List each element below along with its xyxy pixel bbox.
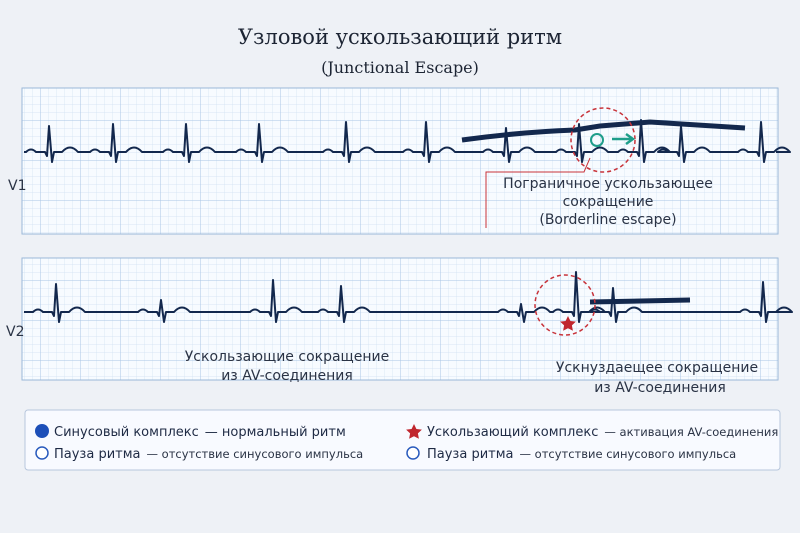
legend-term: Пауза ритма — [427, 447, 514, 462]
baseline-artifact — [589, 297, 691, 305]
highlight-circle — [534, 274, 596, 336]
legend-icon — [35, 424, 49, 438]
legend-icon — [406, 424, 422, 439]
legend-desc: — отсутствие синусового импульса — [520, 447, 737, 461]
legend-item: Пауза ритма — отсутствие синусового импул… — [54, 447, 363, 462]
strip-grid — [21, 257, 779, 381]
highlight-circle — [570, 107, 636, 173]
strip-grid — [21, 87, 779, 235]
legend-term: Ускользающий комплекс — [427, 425, 598, 440]
legend-desc: — нормальный ритм — [205, 425, 346, 440]
annotation: из AV-соединения — [594, 380, 726, 396]
legend-item: Пауза ритма — отсутствие синусового импул… — [427, 447, 736, 462]
legend-item: Ускользающий комплекс — активация AV-соед… — [427, 425, 778, 440]
legend-icon — [35, 446, 49, 460]
lead-label: V1 — [8, 178, 26, 194]
escape-star — [560, 316, 576, 331]
legend-term: Пауза ритма — [54, 447, 141, 462]
marker — [590, 133, 604, 147]
annotation: сокращение — [563, 194, 654, 210]
baseline-artifact — [461, 119, 746, 143]
title: Узловой ускользающий ритм — [238, 25, 562, 49]
legend — [24, 409, 781, 471]
ecg-trace — [24, 271, 793, 323]
annotation: Ускнуздаещее сокращение — [556, 360, 758, 376]
ecg-trace — [24, 119, 791, 163]
arrow — [612, 132, 636, 146]
legend-desc: — отсутствие синусового импульса — [147, 447, 364, 461]
legend-desc: — активация AV-соединения — [604, 425, 778, 439]
lead-label: V2 — [6, 324, 24, 340]
annotation: (Borderline escape) — [539, 212, 676, 228]
annotation: из AV-соединения — [221, 368, 353, 384]
annotation: Ускользающие сокращение — [185, 349, 389, 365]
subtitle: (Junctional Escape) — [321, 58, 479, 77]
legend-term: Синусовый комплекс — [54, 425, 199, 440]
legend-icon — [406, 446, 420, 460]
annotation: Пограничное ускользающее — [503, 176, 713, 192]
leader-line — [485, 157, 591, 228]
legend-item: Синусовый комплекс — нормальный ритм — [54, 425, 346, 440]
